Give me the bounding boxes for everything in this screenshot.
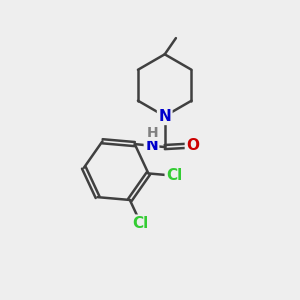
Text: Cl: Cl <box>133 216 149 231</box>
Text: O: O <box>186 138 199 153</box>
Text: Cl: Cl <box>166 168 182 183</box>
Text: N: N <box>158 109 171 124</box>
Text: N: N <box>145 138 158 153</box>
Text: H: H <box>147 126 159 140</box>
